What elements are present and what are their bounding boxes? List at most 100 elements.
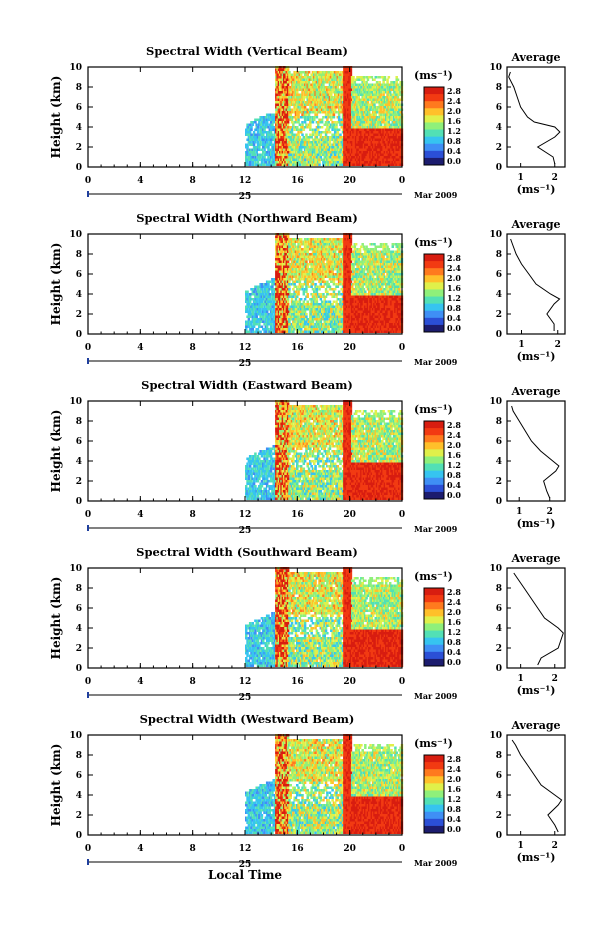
heatmap-cell	[318, 328, 321, 331]
heatmap-cell	[387, 101, 391, 104]
heatmap-cell	[271, 133, 274, 136]
heatmap-cell	[292, 295, 295, 298]
heatmap-cell	[388, 106, 392, 109]
heatmap-cell	[306, 328, 309, 331]
heatmap-cell	[347, 138, 350, 141]
heatmap-cell	[272, 121, 275, 124]
heatmap-cell	[299, 253, 303, 256]
heatmap-cell	[370, 136, 374, 139]
heatmap-cell	[297, 323, 300, 326]
heatmap-cell	[339, 146, 342, 149]
heatmap-cell	[310, 96, 313, 99]
heatmap-cell	[272, 161, 275, 164]
heatmap-cell	[258, 158, 261, 161]
heatmap-cell	[289, 146, 292, 149]
heatmap-cell	[298, 111, 302, 114]
heatmap-cell	[356, 138, 359, 141]
heatmap-cell	[251, 325, 255, 328]
heatmap-cell	[315, 148, 319, 151]
heatmap-cell	[357, 153, 361, 156]
heatmap-cell	[373, 98, 376, 101]
heatmap-cell	[341, 143, 345, 146]
heatmap-cell	[313, 260, 316, 263]
heatmap-cell	[381, 151, 384, 154]
heatmap-cell	[265, 315, 269, 318]
heatmap-cell	[301, 305, 304, 308]
heatmap-cell	[310, 141, 313, 144]
heatmap-cell	[333, 108, 337, 111]
heatmap-cell	[255, 138, 258, 141]
heatmap-cell	[396, 83, 400, 86]
heatmap-cell	[398, 143, 401, 146]
heatmap-cell	[293, 290, 296, 293]
heatmap-cell	[299, 330, 303, 333]
heatmap-cell	[255, 310, 258, 313]
heatmap-cell	[303, 76, 307, 79]
heatmap-cell	[293, 270, 296, 273]
heatmap-cell	[314, 91, 317, 94]
heatmap-cell	[377, 101, 380, 104]
heatmap-cell	[277, 250, 281, 253]
heatmap-cell	[281, 263, 285, 266]
heatmap-cell	[286, 283, 290, 286]
heatmap-cell	[310, 260, 313, 263]
heatmap-cell	[379, 143, 383, 146]
heatmap-cell	[265, 328, 269, 331]
heatmap-cell	[388, 96, 392, 99]
heatmap-cell	[313, 303, 316, 306]
heatmap-cell	[310, 148, 313, 151]
heatmap-cell	[319, 243, 323, 246]
heatmap-cell	[275, 113, 278, 116]
heatmap-cell	[297, 133, 300, 136]
heatmap-cell	[319, 101, 323, 104]
heatmap-cell	[285, 143, 289, 146]
heatmap-cell	[374, 143, 378, 146]
heatmap-cell	[323, 141, 326, 144]
heatmap-cell	[290, 148, 294, 151]
heatmap-cell	[250, 288, 253, 291]
heatmap-cell	[275, 235, 278, 238]
heatmap-cell	[297, 141, 300, 144]
heatmap-cell	[352, 151, 355, 154]
heatmap-cell	[258, 305, 261, 308]
heatmap-cell	[386, 123, 389, 126]
heatmap-cell	[277, 81, 281, 84]
average-x-tick-label: 1	[518, 173, 524, 183]
heatmap-cell	[348, 78, 351, 81]
heatmap-cell	[289, 73, 292, 76]
heatmap-cell	[352, 83, 355, 86]
heatmap-cell	[284, 235, 287, 238]
heatmap-cell	[366, 123, 370, 126]
heatmap-cell	[279, 303, 282, 306]
heatmap-cell	[299, 88, 303, 91]
heatmap-cell	[324, 133, 328, 136]
heatmap-cell	[360, 151, 363, 154]
heatmap-cell	[326, 91, 329, 94]
heatmap-cell	[279, 68, 282, 71]
heatmap-cell	[398, 101, 401, 104]
heatmap-cell	[277, 280, 281, 283]
heatmap-cell	[297, 116, 300, 119]
heatmap-cell	[343, 108, 346, 111]
heatmap-cell	[254, 298, 257, 301]
heatmap-cell	[396, 146, 400, 149]
heatmap-cell	[294, 238, 298, 241]
heatmap-cell	[365, 86, 368, 89]
heatmap-cell	[366, 126, 370, 129]
heatmap-cell	[290, 313, 294, 316]
heatmap-cell	[298, 93, 302, 96]
heatmap-cell	[399, 143, 402, 146]
heatmap-cell	[377, 106, 380, 109]
heatmap-cell	[315, 243, 319, 246]
heatmap-cell	[285, 96, 289, 99]
heatmap-cell	[350, 133, 354, 136]
heatmap-cell	[301, 248, 304, 251]
heatmap-cell	[335, 98, 338, 101]
heatmap-cell	[392, 108, 396, 111]
heatmap-cell	[377, 128, 380, 131]
heatmap-cell	[284, 123, 287, 126]
heatmap-cell	[324, 113, 328, 116]
heatmap-cell	[314, 131, 317, 134]
heatmap-cell	[309, 308, 312, 311]
heatmap-cell	[267, 163, 270, 166]
